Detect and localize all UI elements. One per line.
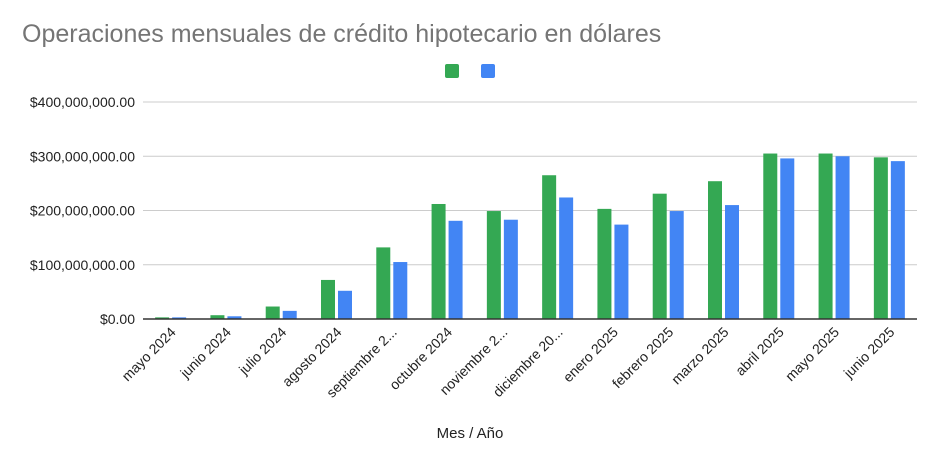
bar-series-1[interactable] [431, 203, 446, 319]
y-tick-label: $400,000,000.00 [30, 94, 135, 110]
bar-series-2[interactable] [835, 156, 850, 319]
bar-series-1[interactable] [376, 247, 391, 319]
bar-series-1[interactable] [265, 306, 280, 319]
y-tick-label: $200,000,000.00 [30, 203, 135, 219]
bar-series-1[interactable] [763, 153, 778, 319]
bar-series-1[interactable] [155, 317, 170, 319]
bar-series-2[interactable] [448, 220, 463, 319]
x-tick-label: julio 2024 [235, 324, 290, 379]
bar-series-1[interactable] [818, 153, 833, 319]
bar-series-2[interactable] [393, 262, 408, 319]
bar-series-2[interactable] [227, 316, 242, 319]
bar-series-1[interactable] [652, 193, 667, 319]
bar-series-1[interactable] [486, 211, 501, 319]
bar-series-1[interactable] [708, 181, 722, 319]
legend-swatch-series-1[interactable] [445, 64, 459, 78]
bar-series-2[interactable] [559, 197, 574, 319]
chart-title: Operaciones mensuales de crédito hipotec… [22, 20, 662, 48]
y-tick-label: $300,000,000.00 [30, 148, 135, 164]
bar-series-2[interactable] [503, 219, 518, 319]
x-tick-label: abril 2025 [732, 324, 787, 379]
x-tick-label: mayo 2024 [118, 324, 178, 384]
x-tick-label: marzo 2025 [668, 324, 732, 388]
x-tick-label: junio 2024 [176, 324, 234, 382]
x-axis-title: Mes / Año [436, 425, 504, 442]
x-tick-label: junio 2025 [840, 324, 898, 382]
bar-series-1[interactable] [597, 208, 612, 319]
bar-series-2[interactable] [890, 161, 905, 319]
y-tick-label: $0.00 [100, 311, 135, 327]
bar-series-2[interactable] [725, 205, 739, 319]
bar-series-2[interactable] [780, 158, 795, 319]
legend-swatch-series-2[interactable] [481, 64, 495, 78]
bar-series-1[interactable] [873, 157, 888, 319]
x-tick-label: mayo 2025 [782, 324, 842, 384]
bar-series-2[interactable] [282, 310, 297, 319]
bar-series-2[interactable] [338, 290, 352, 319]
bar-series-2[interactable] [614, 224, 629, 319]
y-tick-label: $100,000,000.00 [30, 257, 135, 273]
bar-series-2[interactable] [172, 317, 187, 319]
bar-series-1[interactable] [542, 175, 557, 319]
bar-series-1[interactable] [210, 315, 225, 319]
bar-series-1[interactable] [321, 279, 335, 319]
bar-series-2[interactable] [669, 211, 684, 319]
